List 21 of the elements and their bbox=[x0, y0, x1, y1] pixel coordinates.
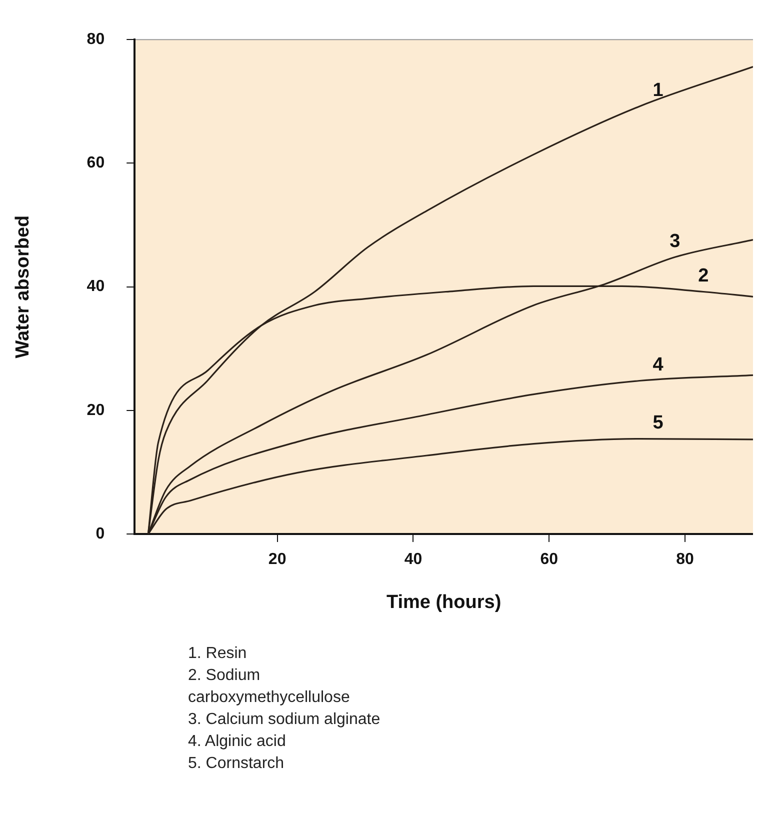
series-label: 2 bbox=[698, 265, 709, 286]
x-tick-label: 80 bbox=[676, 551, 694, 568]
series-label: 3 bbox=[670, 230, 680, 252]
y-tick-label: 80 bbox=[86, 31, 105, 48]
x-tick-label: 40 bbox=[404, 551, 422, 568]
y-tick-label: 0 bbox=[96, 525, 105, 542]
x-axis-title: Time (hours) bbox=[386, 592, 502, 613]
y-tick-label: 60 bbox=[86, 154, 105, 172]
text: 2. Sodium carboxymethycellulose bbox=[188, 666, 351, 708]
series-label: 5 bbox=[652, 412, 664, 434]
series-label: 1 bbox=[652, 80, 664, 102]
y-tick-label: 20 bbox=[86, 402, 105, 419]
y-axis-title: Water absorbed bbox=[12, 215, 34, 358]
y-tick-label: 40 bbox=[86, 278, 105, 296]
text: 5. Cornstarch bbox=[188, 754, 286, 774]
series-label: 4 bbox=[652, 354, 664, 376]
text: 3. Calcium sodium alginate bbox=[188, 710, 382, 730]
text: 1. Resin bbox=[188, 644, 248, 664]
x-tick-label: 20 bbox=[268, 551, 286, 568]
text: 4. Alginic acid bbox=[188, 732, 287, 752]
x-tick-label: 60 bbox=[540, 551, 558, 568]
